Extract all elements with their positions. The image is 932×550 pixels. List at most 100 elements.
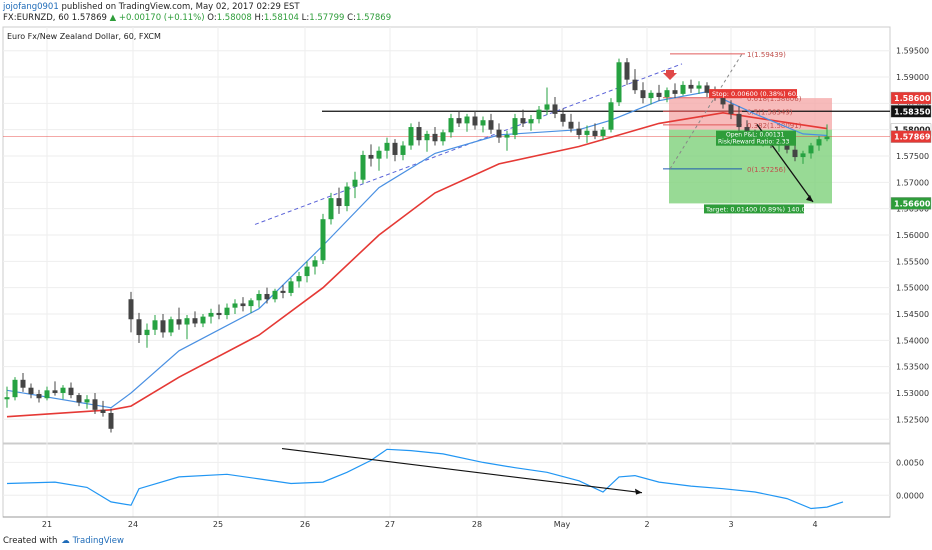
publish-info: jojofang0901 published on TradingView.co… — [3, 2, 300, 12]
candle-body — [608, 102, 614, 130]
chart-title: Euro Fx/New Zealand Dollar, 60, FXCM — [7, 32, 161, 41]
close-value: 1.57869 — [355, 13, 392, 23]
candle-body — [160, 320, 166, 333]
y-tick-label: 1.52500 — [896, 415, 929, 424]
price-axis-badge — [890, 197, 932, 210]
candle-body — [808, 145, 814, 154]
high-value: 1.58104 — [263, 13, 299, 23]
candle-body — [216, 312, 222, 316]
fib-level-label: 0.382(1.58091) — [747, 122, 802, 130]
oscillator-pane — [2, 443, 891, 518]
candle-body — [456, 118, 462, 124]
candle-body — [368, 154, 374, 159]
candle-body — [264, 293, 270, 300]
candle-body — [576, 128, 582, 135]
candle-body — [640, 90, 646, 99]
candle-body — [52, 390, 58, 393]
candle-body — [520, 118, 526, 124]
candle-body — [488, 120, 494, 130]
candle-body — [800, 153, 806, 158]
price-axis-badge — [890, 130, 932, 143]
candle-body — [4, 397, 10, 400]
candle-body — [108, 412, 114, 429]
candle-body — [480, 120, 486, 126]
price-axis-label: 1.58000 — [894, 126, 931, 135]
candle-body — [552, 104, 558, 114]
candle-body — [384, 142, 390, 151]
x-tick-label: 28 — [472, 520, 482, 529]
low-value: 1.57799 — [309, 13, 345, 23]
target-badge — [704, 204, 804, 214]
stop-badge — [709, 89, 797, 99]
candle-body — [144, 329, 150, 336]
candle-body — [344, 186, 350, 207]
candle-body — [472, 116, 478, 126]
created-with-label: Created with — [3, 536, 58, 546]
tradingview-brand[interactable]: TradingView — [72, 536, 124, 546]
candle-body — [192, 318, 198, 324]
x-tick-label: 25 — [213, 520, 223, 529]
candle-body — [512, 118, 518, 135]
x-tick-label: 26 — [300, 520, 310, 529]
symbol-label: FX:EURNZD, 60 — [3, 13, 70, 23]
high-label: H: — [254, 13, 264, 23]
candle-body — [496, 129, 502, 138]
candle-body — [504, 134, 510, 138]
candle-body — [76, 395, 82, 403]
footer: Created with ☁ TradingView — [3, 536, 124, 546]
open-value: 1.58008 — [216, 13, 252, 23]
fib-level-label: 1(1.59439) — [747, 51, 786, 59]
candle-body — [624, 62, 630, 80]
candle-body — [312, 260, 318, 267]
candle-body — [568, 121, 574, 129]
price-change: ▲ +0.00170 (+0.11%) — [109, 13, 205, 23]
last-price: 1.57869 — [71, 13, 107, 23]
candle-body — [616, 62, 622, 103]
x-tick-label: 3 — [728, 520, 733, 529]
candle-body — [136, 319, 142, 336]
candle-body — [408, 127, 414, 146]
candle-body — [184, 318, 190, 325]
candle-body — [336, 198, 342, 207]
candle-body — [12, 379, 18, 398]
candle-body — [400, 145, 406, 155]
candle-body — [584, 130, 590, 135]
price-axis-badge — [890, 91, 932, 105]
candle-body — [704, 85, 710, 93]
candle-body — [632, 79, 638, 91]
price-axis-label: 1.58600 — [894, 94, 931, 103]
candle-body — [152, 320, 158, 330]
divergence-line — [281, 448, 643, 494]
candle-body — [592, 130, 598, 137]
author-link[interactable]: jojofang0901 — [3, 2, 59, 12]
candle-body — [128, 299, 134, 320]
ema-slow-line — [6, 111, 828, 418]
trendline-dashed — [254, 63, 683, 225]
candle-body — [36, 394, 42, 399]
y-tick-label: 1.54500 — [896, 310, 929, 319]
price-axis-label: 1.56600 — [894, 199, 931, 208]
close-label: C: — [347, 13, 356, 23]
ohlc-bar: FX:EURNZD, 60 1.57869 ▲ +0.00170 (+0.11%… — [3, 13, 391, 23]
x-tick-label: 2 — [644, 520, 649, 529]
divergence-arrowhead — [635, 488, 642, 495]
candle-body — [688, 84, 694, 89]
y-tick-label: 1.54000 — [896, 336, 929, 345]
candle-body — [84, 399, 90, 403]
price-axis-label: 1.58350 — [894, 107, 931, 116]
candle-body — [440, 132, 446, 142]
low-label: L: — [301, 13, 310, 23]
projection-arrowhead — [806, 194, 813, 202]
candle-body — [464, 116, 470, 124]
candle-body — [320, 219, 326, 261]
candle-body — [44, 390, 50, 399]
tradingview-logo[interactable]: ☁ TradingView — [61, 536, 124, 546]
candle-body — [528, 119, 534, 124]
candle-body — [280, 290, 286, 293]
fib-level-label: 0.618(1.58606) — [747, 95, 802, 103]
candle-body — [248, 300, 254, 307]
candle-body — [92, 399, 98, 410]
candle-body — [432, 133, 438, 142]
candle-body — [304, 266, 310, 277]
